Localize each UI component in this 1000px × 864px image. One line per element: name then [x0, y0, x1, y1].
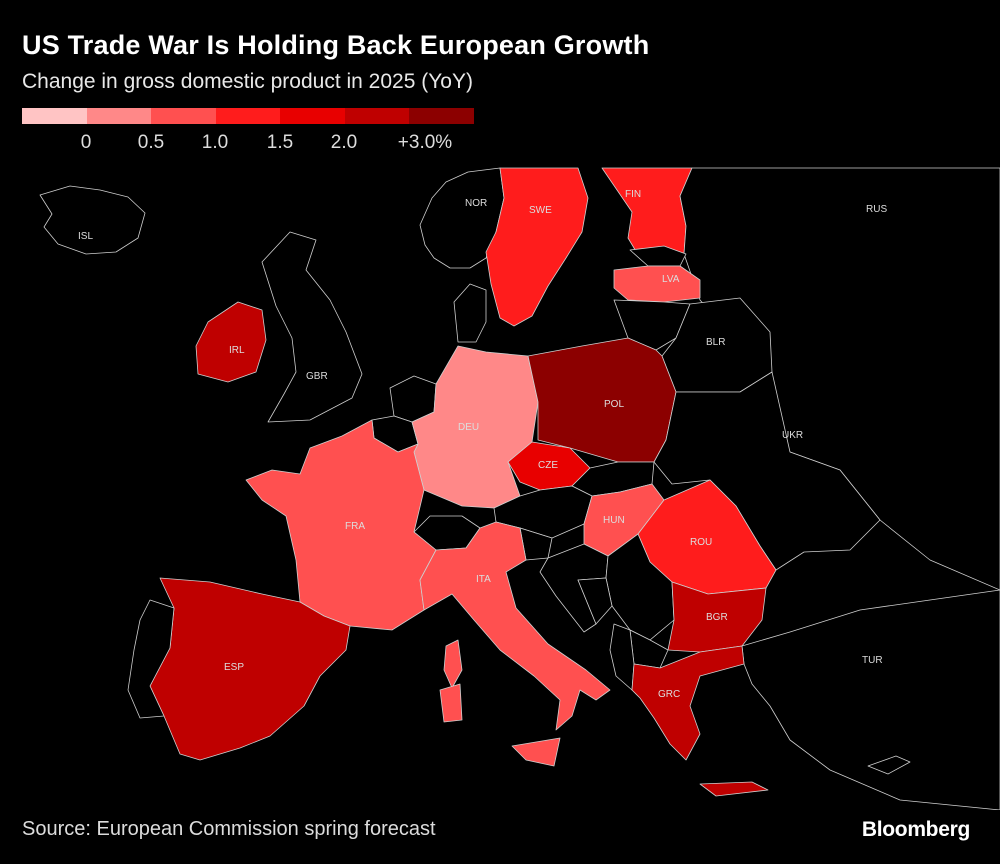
country-ita-sardinia: [439, 683, 463, 723]
country-alb: [609, 623, 635, 691]
label-gbr: GBR: [306, 371, 328, 382]
legend-bin-1: [86, 108, 152, 124]
legend-tick: 1.5: [266, 132, 294, 153]
label-blr: BLR: [706, 337, 725, 348]
country-labels: ISL NOR SWE FIN RUS LVA IRL GBR BLR POL …: [78, 189, 887, 700]
country-fra-corsica: [443, 639, 463, 689]
country-ita: [419, 521, 611, 731]
color-legend: 0 0.5 1.0 1.5 2.0 +3.0%: [22, 108, 482, 158]
bloomberg-logo: Bloomberg: [861, 818, 970, 841]
label-cze: CZE: [538, 460, 558, 471]
label-rou: ROU: [690, 537, 712, 548]
country-est: [629, 245, 687, 267]
chart-title: US Trade War Is Holding Back European Gr…: [22, 30, 650, 60]
label-fin: FIN: [625, 189, 641, 200]
label-hun: HUN: [603, 515, 625, 526]
label-rus: RUS: [866, 204, 887, 215]
country-cyp: [867, 755, 911, 775]
country-irl: [195, 301, 267, 383]
label-deu: DEU: [458, 422, 479, 433]
legend-bin-0: [22, 108, 87, 124]
country-swe: [485, 167, 589, 327]
label-ita: ITA: [476, 574, 491, 585]
legend-bin-4: [280, 108, 345, 124]
legend-ticks: 0 0.5 1.0 1.5 2.0 +3.0%: [22, 124, 482, 153]
label-isl: ISL: [78, 231, 93, 242]
chart-subtitle: Change in gross domestic product in 2025…: [22, 70, 473, 93]
label-fra: FRA: [345, 521, 365, 532]
country-dnk: [453, 283, 487, 343]
legend-tick: 2.0: [330, 132, 358, 153]
country-tur: [741, 589, 1000, 810]
country-ukr: [653, 371, 881, 571]
label-nor: NOR: [465, 198, 487, 209]
label-swe: SWE: [529, 205, 552, 216]
label-irl: IRL: [229, 345, 245, 356]
country-pol: [527, 337, 677, 463]
label-tur: TUR: [862, 655, 883, 666]
legend-tick: +3.0%: [397, 132, 453, 153]
country-grc-crete: [699, 781, 769, 797]
country-prt: [127, 599, 175, 719]
country-lva: [613, 265, 701, 303]
legend-tick: 0: [80, 132, 92, 153]
legend-tick: 0.5: [137, 132, 165, 153]
legend-color-bar: [22, 108, 475, 124]
country-isl: [39, 185, 146, 255]
country-ita-sicily: [511, 737, 561, 767]
europe-choropleth-map: ISL NOR SWE FIN RUS LVA IRL GBR BLR POL …: [39, 167, 1000, 810]
label-esp: ESP: [224, 662, 244, 673]
legend-bin-3: [215, 108, 281, 124]
label-bgr: BGR: [706, 612, 728, 623]
source-note: Source: European Commission spring forec…: [22, 818, 436, 840]
label-lva: LVA: [662, 274, 680, 285]
label-ukr: UKR: [782, 430, 803, 441]
legend-bin-6: [409, 108, 475, 124]
label-pol: POL: [604, 399, 624, 410]
legend-bin-2: [151, 108, 216, 124]
country-gbr: [261, 231, 363, 423]
legend-bin-5: [344, 108, 410, 124]
country-grc: [631, 645, 745, 761]
label-grc: GRC: [658, 689, 680, 700]
country-bih: [577, 577, 613, 625]
legend-tick: 1.0: [201, 132, 229, 153]
